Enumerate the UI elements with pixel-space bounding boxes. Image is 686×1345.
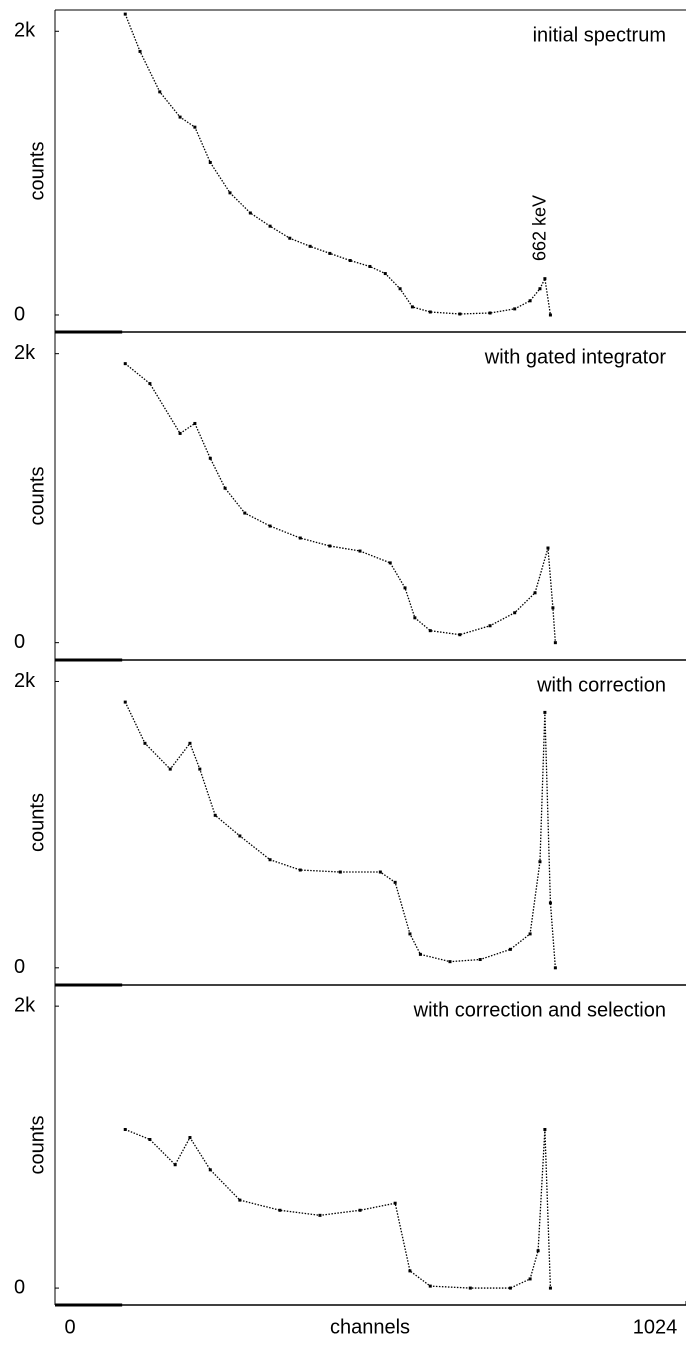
peak-annotation: 662 keV xyxy=(530,195,550,261)
data-point xyxy=(298,536,302,540)
data-point xyxy=(528,299,532,303)
data-point xyxy=(408,1269,412,1273)
y-tick-label: 2k xyxy=(14,994,36,1016)
y-axis-label: counts xyxy=(26,793,48,852)
data-point xyxy=(551,606,555,610)
data-point xyxy=(410,305,414,309)
data-point xyxy=(543,277,547,281)
x-tick-label: 1024 xyxy=(633,1316,678,1338)
data-point xyxy=(533,591,537,595)
y-tick-label: 2k xyxy=(14,670,36,692)
data-point xyxy=(428,629,432,633)
y-tick-label: 2k xyxy=(14,342,36,364)
data-point xyxy=(458,312,462,316)
y-axis-label: counts xyxy=(26,1116,48,1175)
y-tick-label: 0 xyxy=(14,956,25,978)
data-point xyxy=(458,633,462,637)
data-point xyxy=(393,1201,397,1205)
x-tick-label: 0 xyxy=(64,1316,75,1338)
data-point xyxy=(348,259,352,263)
y-tick-label: 0 xyxy=(14,303,25,325)
panel-title: initial spectrum xyxy=(533,24,666,46)
data-point xyxy=(193,421,197,425)
x-axis-label: channels xyxy=(330,1316,410,1338)
spectrum xyxy=(125,1128,552,1289)
data-point xyxy=(388,561,392,565)
data-point xyxy=(208,1168,212,1172)
data-point xyxy=(213,813,217,817)
data-point xyxy=(208,160,212,164)
data-point xyxy=(208,456,212,460)
data-point xyxy=(403,586,407,590)
data-point xyxy=(238,1198,242,1202)
data-point xyxy=(368,264,372,268)
data-point xyxy=(298,868,302,872)
data-point xyxy=(278,1208,282,1212)
y-tick-label: 2k xyxy=(14,20,36,42)
panel-title: with gated integrator xyxy=(484,346,667,368)
data-point xyxy=(428,310,432,314)
data-point xyxy=(418,952,422,956)
data-point xyxy=(548,901,552,905)
data-point xyxy=(148,1138,152,1142)
data-point xyxy=(178,431,182,435)
data-point xyxy=(268,524,272,528)
data-point xyxy=(546,546,550,550)
data-point xyxy=(148,382,152,386)
data-point xyxy=(508,947,512,951)
y-tick-label: 0 xyxy=(14,1276,25,1298)
panel-title: with correction and selection xyxy=(413,999,666,1021)
panel-title: with correction xyxy=(536,674,666,696)
y-axis-label: counts xyxy=(26,467,48,526)
spectrum xyxy=(124,13,552,316)
data-point xyxy=(508,1286,512,1290)
spectrum xyxy=(124,701,557,968)
data-point xyxy=(248,211,252,215)
data-point xyxy=(268,224,272,228)
spectrum xyxy=(124,363,557,643)
y-axis-label: counts xyxy=(26,142,48,201)
data-point xyxy=(328,544,332,548)
data-point xyxy=(223,486,227,490)
data-point xyxy=(358,1208,362,1212)
data-point xyxy=(536,1249,540,1253)
y-tick-label: 0 xyxy=(14,631,25,653)
data-point xyxy=(488,311,492,315)
data-point xyxy=(173,1163,177,1167)
